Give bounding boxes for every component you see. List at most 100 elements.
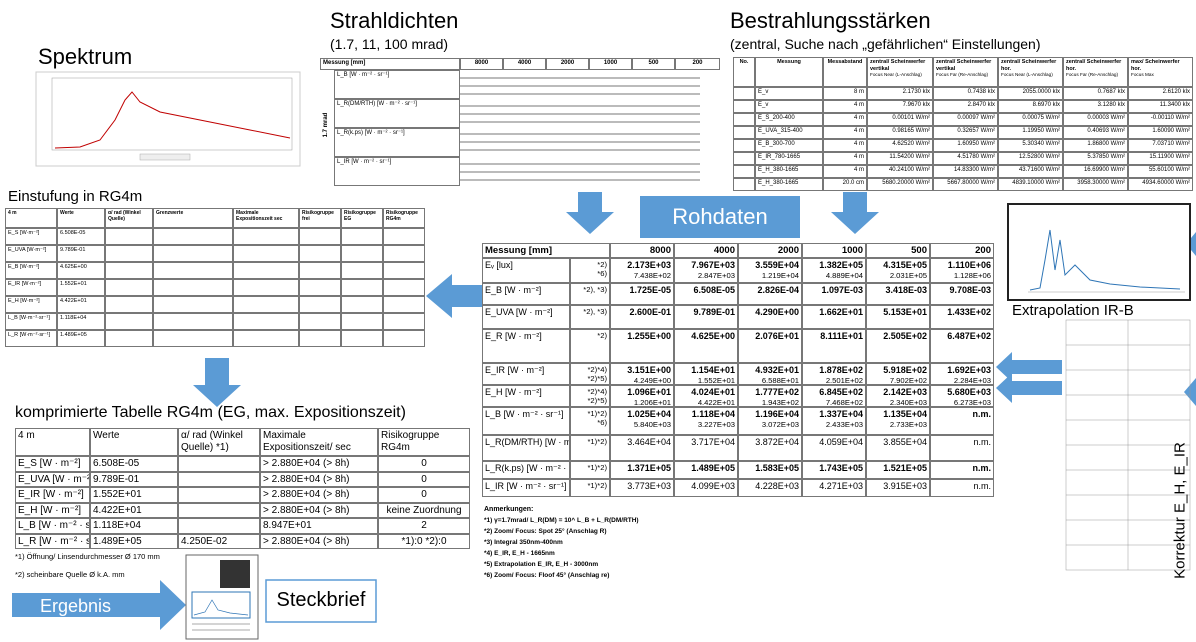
cell-text: 3.227E+03: [697, 419, 735, 429]
table-cell: 5.153E+01: [866, 305, 930, 329]
table-cell: E_B [W·m⁻²]: [5, 262, 57, 279]
cell-text: 2.433E+03: [825, 419, 863, 429]
cell-text: zentral/ Scheinwerfer vertikal: [936, 59, 992, 72]
table-cell: [341, 262, 383, 279]
table-cell: 4 m: [823, 113, 867, 126]
table-cell: 7.9670 klx: [867, 100, 933, 113]
table-cell: E_UVA [W·m⁻²]: [5, 245, 57, 262]
table-cell: 0: [378, 487, 470, 503]
cell-text: 1.878E+02: [819, 365, 863, 375]
table-cell: 0.7438 klx: [933, 87, 998, 100]
table-cell: 11.3400 klx: [1128, 100, 1193, 113]
cell-text: α/ rad (Winkel Quelle): [108, 210, 141, 222]
arrow: [996, 373, 1062, 403]
cell-text: 5.840E+03: [633, 419, 671, 429]
table-cell: 1.135E+04 2.733E+03: [866, 407, 930, 435]
cell-text: E_H [W · m⁻²]: [18, 504, 82, 516]
table-cell: n.m.: [930, 407, 994, 435]
cell-text: 2.505E+02: [883, 331, 927, 341]
cell-text: E_UVA [W · m⁻²]: [485, 307, 553, 317]
cell-text: 1.096E+01: [627, 387, 671, 397]
table-cell: 3.418E-03: [866, 283, 930, 305]
cell-text: E_B [W · m⁻²]: [485, 285, 542, 295]
table-cell: 1.433E+02: [930, 305, 994, 329]
cell-text: 2.600E-01: [629, 307, 671, 317]
cell-text: 3.855E+04: [883, 437, 927, 447]
cell-text: 2.847E+03: [697, 270, 735, 280]
cell-text: 4934.60000 W/m²: [1142, 180, 1190, 186]
cell-text: 4 m: [853, 154, 864, 160]
cell-text: 4.625E+00: [60, 264, 87, 270]
cell-text: E_H [W · m⁻²]: [485, 387, 542, 397]
table-cell: [233, 262, 299, 279]
cell-text: Risikogruppe RG4m: [381, 430, 440, 453]
table-cell: 3.773E+03: [610, 479, 674, 497]
table-cell: 4.62520 W/m²: [867, 139, 933, 152]
cell-text: 2.076E+01: [755, 331, 799, 341]
table-cell: *1)*2): [570, 479, 610, 497]
table-cell: E_IR [W·m⁻²]: [5, 279, 57, 296]
cell-text: 20.0 cm: [842, 180, 864, 186]
table-cell: 1000: [802, 243, 866, 258]
cell-text: 8 m: [853, 89, 864, 95]
cell-text: 11.3400 klx: [1159, 102, 1190, 108]
cell-text: E_H [W·m⁻²]: [8, 298, 40, 304]
table-cell: Eᵥ [lux]: [482, 258, 570, 283]
cell-text: 200: [975, 245, 991, 256]
table-cell: 200: [930, 243, 994, 258]
table-cell: 1.489E+05: [674, 461, 738, 479]
arrow: [426, 274, 482, 318]
cell-text: 4.422E+01: [60, 298, 87, 304]
cell-text: *1)*2): [587, 409, 607, 418]
table-cell: 1.60090 W/m²: [1128, 126, 1193, 139]
table-cell: 1.552E+01: [90, 487, 178, 503]
cell-text: 6.508E-05: [60, 230, 86, 236]
table-cell: 4.51780 W/m²: [933, 152, 998, 165]
table-cell: [383, 245, 425, 262]
cell-text: 1.489E+05: [691, 463, 735, 473]
table-cell: [105, 262, 153, 279]
table-cell: 1.196E+04 3.072E+03: [738, 407, 802, 435]
cell-text: 1.521E+05: [883, 463, 927, 473]
cell-text: 4839.10000 W/m²: [1012, 180, 1060, 186]
table-cell: *2) *6): [570, 258, 610, 283]
table-cell: [733, 178, 755, 191]
table-cell: 500: [866, 243, 930, 258]
cell-text: 2.8470 klx: [967, 102, 995, 108]
table-cell: 3.915E+03: [866, 479, 930, 497]
table-cell: 2.076E+01: [738, 329, 802, 363]
table-cell: zentral/ Scheinwerfer vertikal Focus Near…: [867, 57, 933, 87]
table-cell: 8000: [610, 243, 674, 258]
table-cell: 4.422E+01: [90, 502, 178, 518]
table-cell: 4000: [503, 58, 546, 70]
table-cell: L_IR [W · m⁻² · sr⁻¹]: [482, 479, 570, 497]
arrow: [996, 352, 1062, 382]
cell-text: 1.118E+04: [691, 409, 735, 419]
table-cell: 4000: [674, 243, 738, 258]
cell-text: 2: [421, 520, 427, 531]
cell-text: 1.662E+01: [819, 307, 863, 317]
table-cell: -0.00110 W/m²: [1128, 113, 1193, 126]
cell-text: 1.86800 W/m²: [1087, 141, 1125, 147]
table-cell: 5680.20000 W/m²: [867, 178, 933, 191]
cell-text: zentral/ Scheinwerfer hor.: [1066, 59, 1122, 72]
table-cell: Werte: [90, 428, 178, 456]
table-cell: 0: [378, 456, 470, 472]
cell-text: 0.00003 W/m²: [1087, 115, 1125, 121]
cell-text: E_IR [W · m⁻²]: [485, 365, 545, 375]
table-cell: [341, 330, 383, 347]
cell-text: 1.552E+01: [60, 281, 87, 287]
cell-text: 1.118E+04: [93, 520, 141, 531]
side-label: 1.7 mrad: [323, 112, 329, 138]
cell-text: 4.422E+01: [93, 504, 142, 516]
table-cell: n.m.: [930, 435, 994, 461]
table-cell: [341, 296, 383, 313]
cell-text: 9.789E-01: [60, 247, 86, 253]
cell-text: 3.1280 klx: [1097, 102, 1125, 108]
cell-text: 0.00101 W/m²: [892, 115, 930, 121]
cell-text: 1.60090 W/m²: [1152, 128, 1190, 134]
arrow: [12, 580, 186, 630]
table-cell: E_S [W · m⁻²]: [15, 456, 90, 472]
table-cell: 1.337E+04 2.433E+03: [802, 407, 866, 435]
cell-text: zentral/ Scheinwerfer vertikal: [870, 59, 926, 72]
